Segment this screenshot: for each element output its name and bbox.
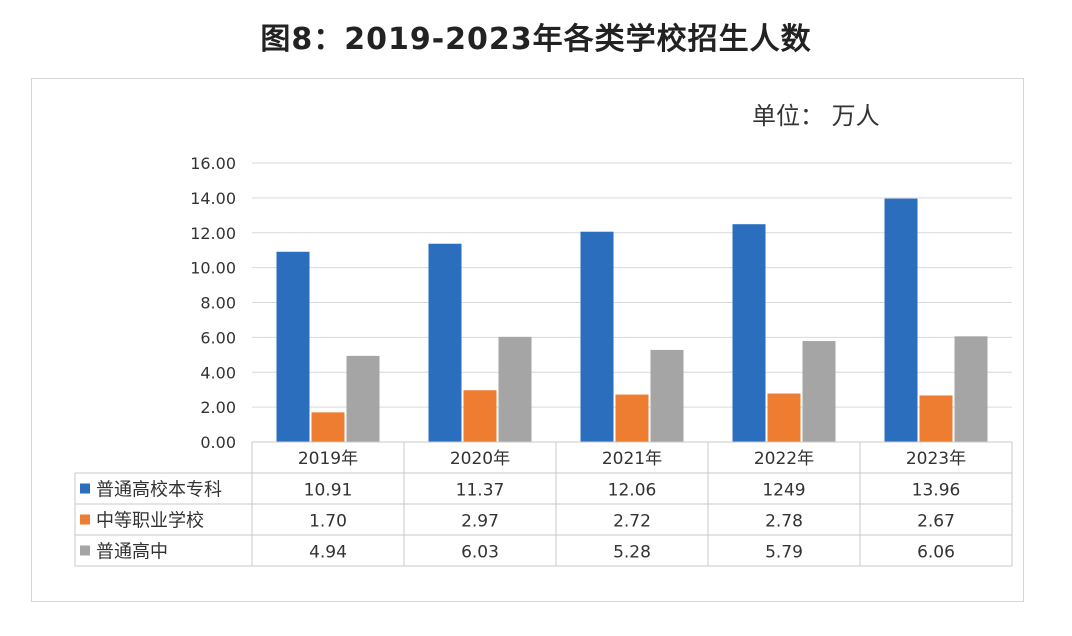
x-tick-label: 2020年 [450,449,510,469]
data-label: 4.94 [309,543,347,563]
data-label: 2.67 [917,512,955,532]
bar [802,341,836,442]
data-label: 2.72 [613,512,651,532]
y-tick-label: 12.00 [190,224,236,243]
data-label: 6.06 [917,543,955,563]
bar [311,412,345,442]
legend-label: 中等职业学校 [96,511,204,532]
bar [767,393,801,442]
y-tick-label: 10.00 [190,259,236,278]
data-label: 2.97 [461,512,499,532]
bar [919,395,953,442]
legend-label: 普通高校本专科 [96,480,222,501]
y-tick-label: 14.00 [190,189,236,208]
data-label: 10.91 [304,481,353,501]
bar [428,243,462,442]
y-tick-label: 0.00 [200,433,236,452]
chart-frame [31,78,1024,602]
bar [463,390,497,442]
data-label: 1.70 [309,512,347,532]
data-label: 2.78 [765,512,803,532]
y-tick-label: 4.00 [200,363,236,382]
data-label: 13.96 [912,481,961,501]
bar [346,355,380,442]
data-label: 11.37 [456,481,505,501]
bar [276,251,310,442]
legend-swatch [80,545,90,556]
y-tick-label: 2.00 [200,398,236,417]
x-tick-label: 2021年 [602,449,662,469]
bar [884,198,918,442]
legend-label: 普通高中 [96,542,168,563]
y-tick-label: 8.00 [200,294,236,313]
x-tick-label: 2023年 [906,449,966,469]
data-label: 5.79 [765,543,803,563]
x-tick-label: 2019年 [298,449,358,469]
y-tick-label: 6.00 [200,328,236,347]
bar [732,224,766,442]
bar [615,394,649,442]
bar [954,336,988,442]
legend-swatch [80,483,90,494]
bar [580,231,614,442]
legend-swatch [80,514,90,525]
data-label: 1249 [762,481,805,501]
data-label: 12.06 [608,481,657,501]
y-tick-label: 16.00 [190,154,236,173]
bar [650,349,684,442]
x-tick-label: 2022年 [754,449,814,469]
unit-label: 单位： 万人 [752,102,880,130]
data-label: 5.28 [613,543,651,563]
bar [498,336,532,442]
data-label: 6.03 [461,543,499,563]
chart-title: 图8：2019-2023年各类学校招生人数 [260,22,812,57]
